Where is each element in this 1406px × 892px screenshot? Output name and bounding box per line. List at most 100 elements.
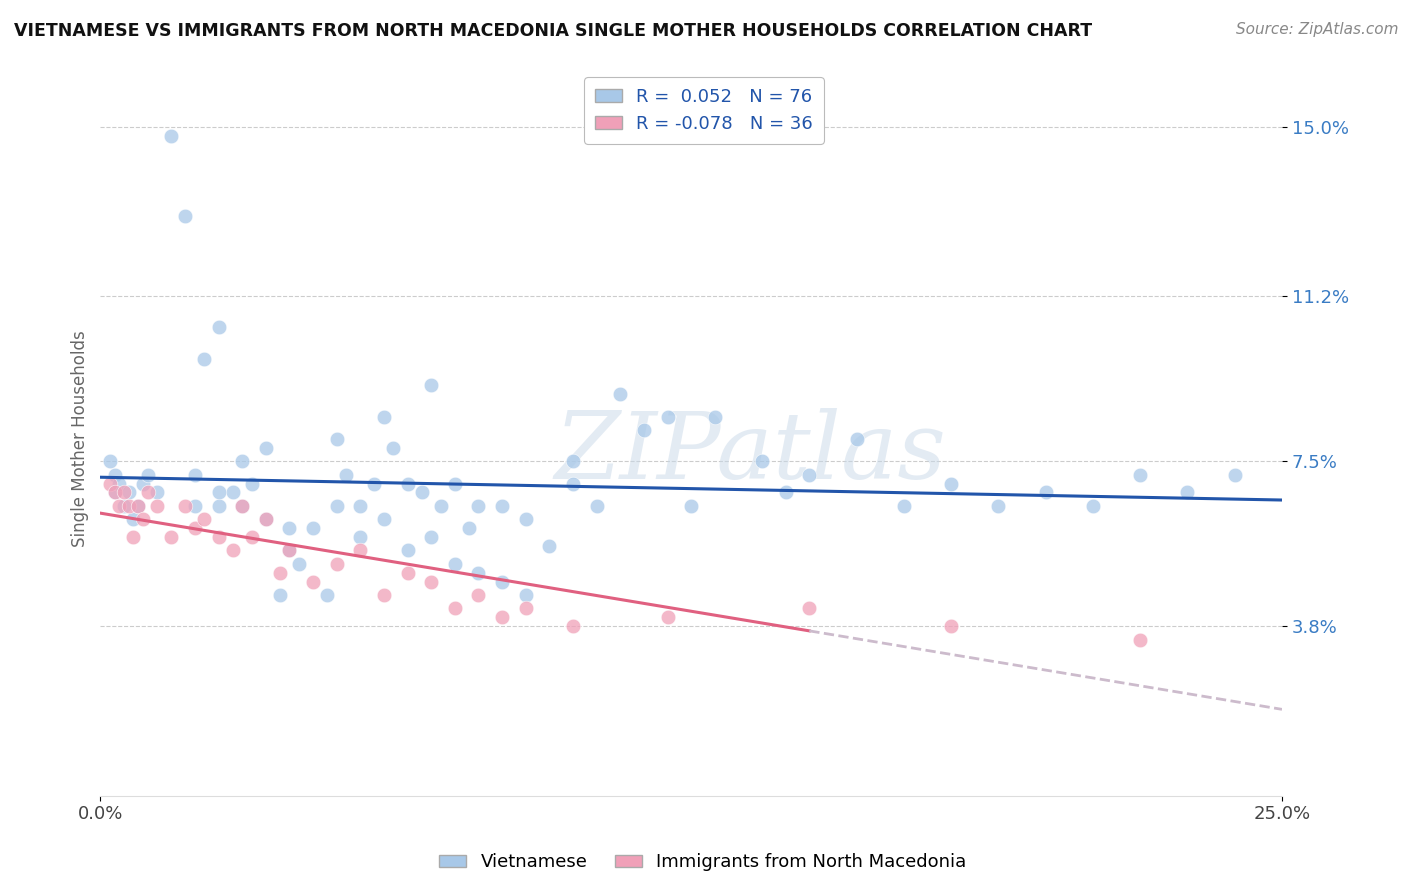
Point — [302, 521, 325, 535]
Point — [325, 557, 347, 571]
Point — [467, 588, 489, 602]
Point — [657, 610, 679, 624]
Point — [467, 499, 489, 513]
Point — [681, 499, 703, 513]
Point — [193, 512, 215, 526]
Point — [221, 485, 243, 500]
Point — [132, 512, 155, 526]
Point — [491, 574, 513, 589]
Point — [585, 499, 607, 513]
Point — [174, 209, 197, 223]
Point — [335, 467, 357, 482]
Text: VIETNAMESE VS IMMIGRANTS FROM NORTH MACEDONIA SINGLE MOTHER HOUSEHOLDS CORRELATI: VIETNAMESE VS IMMIGRANTS FROM NORTH MACE… — [14, 22, 1092, 40]
Point — [373, 512, 395, 526]
Point — [515, 588, 537, 602]
Point — [108, 499, 131, 513]
Point — [633, 423, 655, 437]
Point — [382, 441, 405, 455]
Point — [751, 454, 773, 468]
Point — [136, 467, 159, 482]
Point — [254, 512, 277, 526]
Point — [98, 454, 121, 468]
Point — [103, 467, 125, 482]
Text: Source: ZipAtlas.com: Source: ZipAtlas.com — [1236, 22, 1399, 37]
Point — [174, 499, 197, 513]
Point — [160, 128, 183, 143]
Point — [325, 499, 347, 513]
Point — [207, 485, 229, 500]
Point — [609, 387, 631, 401]
Point — [443, 476, 465, 491]
Point — [538, 539, 561, 553]
Point — [207, 530, 229, 544]
Y-axis label: Single Mother Households: Single Mother Households — [72, 331, 89, 548]
Point — [184, 521, 207, 535]
Point — [254, 441, 277, 455]
Point — [562, 454, 585, 468]
Legend: Vietnamese, Immigrants from North Macedonia: Vietnamese, Immigrants from North Macedo… — [432, 847, 974, 879]
Point — [231, 499, 253, 513]
Point — [1129, 467, 1152, 482]
Point — [118, 499, 141, 513]
Point — [443, 601, 465, 615]
Point — [184, 467, 207, 482]
Point — [799, 601, 821, 615]
Point — [373, 588, 395, 602]
Point — [221, 543, 243, 558]
Point — [127, 499, 149, 513]
Point — [987, 499, 1010, 513]
Point — [240, 530, 263, 544]
Point — [491, 499, 513, 513]
Point — [193, 351, 215, 366]
Point — [893, 499, 915, 513]
Point — [467, 566, 489, 580]
Point — [231, 499, 253, 513]
Point — [278, 543, 301, 558]
Point — [349, 543, 371, 558]
Point — [302, 574, 325, 589]
Point — [491, 610, 513, 624]
Point — [269, 566, 291, 580]
Point — [562, 619, 585, 633]
Point — [207, 499, 229, 513]
Text: ZIPatlas: ZIPatlas — [554, 409, 946, 499]
Point — [108, 476, 131, 491]
Point — [288, 557, 311, 571]
Point — [703, 409, 725, 424]
Point — [420, 378, 443, 392]
Point — [122, 530, 145, 544]
Point — [657, 409, 679, 424]
Point — [103, 485, 125, 500]
Point — [420, 530, 443, 544]
Point — [1223, 467, 1246, 482]
Point — [254, 512, 277, 526]
Point — [112, 499, 135, 513]
Point — [132, 476, 155, 491]
Point — [127, 499, 149, 513]
Point — [231, 454, 253, 468]
Legend: R =  0.052   N = 76, R = -0.078   N = 36: R = 0.052 N = 76, R = -0.078 N = 36 — [583, 77, 824, 144]
Point — [349, 530, 371, 544]
Point — [1081, 499, 1104, 513]
Point — [1035, 485, 1057, 500]
Point — [146, 499, 169, 513]
Point — [207, 320, 229, 334]
Point — [562, 476, 585, 491]
Point — [396, 566, 419, 580]
Point — [939, 619, 962, 633]
Point — [1129, 632, 1152, 647]
Point — [240, 476, 263, 491]
Point — [1177, 485, 1199, 500]
Point — [269, 588, 291, 602]
Point — [160, 530, 183, 544]
Point — [103, 485, 125, 500]
Point — [515, 601, 537, 615]
Point — [278, 521, 301, 535]
Point — [136, 485, 159, 500]
Point — [146, 485, 169, 500]
Point — [845, 432, 868, 446]
Point — [363, 476, 385, 491]
Point — [775, 485, 797, 500]
Point — [420, 574, 443, 589]
Point — [278, 543, 301, 558]
